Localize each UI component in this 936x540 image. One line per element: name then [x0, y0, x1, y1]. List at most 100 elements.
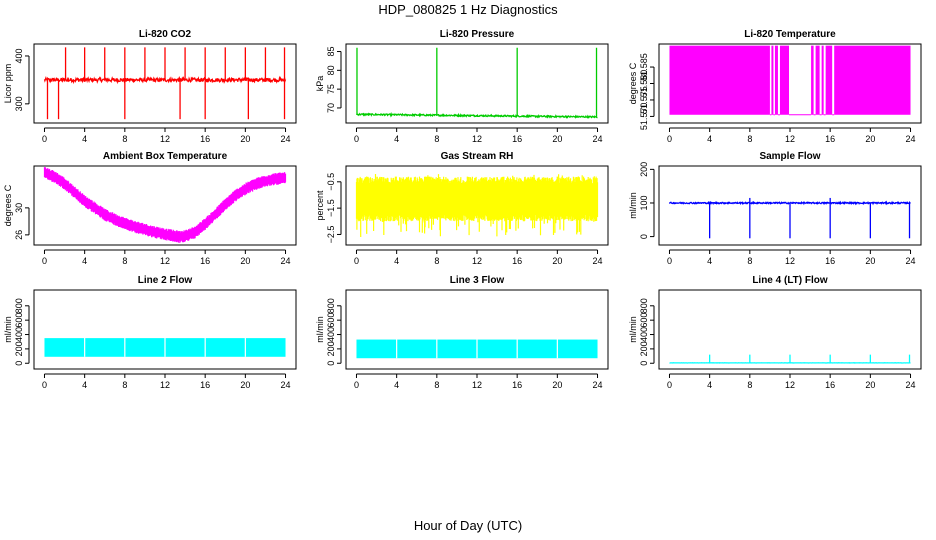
y-tick-label: 75 [326, 84, 336, 94]
plot-frame [658, 289, 922, 370]
x-tick-label: 12 [785, 134, 795, 144]
x-tick-label: 16 [200, 256, 210, 266]
x-tick-label: 8 [434, 134, 439, 144]
y-tick-label: 300 [14, 96, 24, 111]
x-tick-label: 0 [667, 380, 672, 390]
plot-frame [33, 43, 297, 124]
x-tick-label: 0 [42, 256, 47, 266]
x-tick-label: 24 [906, 380, 916, 390]
plot-frame [345, 289, 609, 370]
y-tick-label: 600 [639, 313, 649, 328]
y-tick-label: 200 [639, 341, 649, 356]
chart-temp820: Li-820 Temperature 0 4 8 12 16 20 24 51.57051.57… [628, 29, 922, 144]
chart-title: Li-820 Pressure [440, 29, 515, 40]
y-axis-label: percent [315, 190, 325, 221]
series-line [355, 111, 598, 119]
x-tick-label: 16 [512, 134, 522, 144]
series-pressure [355, 47, 598, 119]
y-tick-label: 0 [639, 234, 649, 239]
chart-line4: Line 4 (LT) Flow 0 4 8 12 16 20 24 0 200400600800… [628, 275, 922, 390]
x-tick-label: 24 [281, 256, 291, 266]
chart-rh: Gas Stream RH 0 4 8 12 16 20 24 −2.5 −1.5 −0.5perc… [315, 151, 609, 266]
x-tick-label: 20 [552, 380, 562, 390]
x-tick-label: 8 [122, 134, 127, 144]
x-tick-label: 8 [747, 134, 752, 144]
y-axis-label: degrees C [3, 184, 13, 226]
chart-sample: Sample Flow 0 4 8 12 16 20 24 0 100 200 ml/min [628, 151, 922, 266]
y-tick-label: 200 [326, 341, 336, 356]
plot-frame [33, 165, 297, 246]
y-tick-label: −1.5 [326, 199, 336, 217]
chart-title: Li-820 CO2 [139, 29, 192, 40]
x-tick-label: 24 [593, 134, 603, 144]
x-tick-label: 4 [394, 134, 399, 144]
y-axis-label: degrees C [628, 62, 638, 104]
y-tick-label: 100 [639, 195, 649, 210]
series-fill [825, 45, 833, 115]
x-tick-label: 12 [785, 256, 795, 266]
x-tick-label: 8 [434, 256, 439, 266]
y-tick-label: −2.5 [326, 226, 336, 244]
x-tick-label: 12 [160, 256, 170, 266]
x-tick-label: 20 [240, 256, 250, 266]
chart-title: Line 2 Flow [138, 275, 193, 286]
x-tick-label: 12 [160, 380, 170, 390]
x-tick-label: 12 [785, 380, 795, 390]
series-fill [669, 45, 770, 115]
series-band [43, 167, 287, 243]
series-co2 [43, 47, 287, 120]
y-tick-label: 51.575 [639, 86, 649, 114]
y-tick-label: 400 [639, 327, 649, 342]
x-tick-label: 8 [747, 256, 752, 266]
y-tick-label: 30 [14, 203, 24, 213]
series-line3 [356, 338, 598, 359]
chart-line2: Line 2 Flow 0 4 8 12 16 20 24 0 200400600800ml/mi… [3, 275, 297, 390]
series-fill [774, 45, 778, 115]
y-tick-label: 51.585 [639, 53, 649, 81]
x-tick-label: 0 [42, 380, 47, 390]
x-tick-label: 12 [160, 134, 170, 144]
x-tick-label: 20 [552, 256, 562, 266]
x-tick-label: 8 [122, 256, 127, 266]
x-tick-label: 4 [82, 134, 87, 144]
x-tick-label: 24 [593, 380, 603, 390]
y-tick-label: 51.570 [639, 103, 649, 131]
y-tick-label: 0 [326, 361, 336, 366]
x-tick-label: 0 [667, 134, 672, 144]
x-tick-label: 4 [82, 256, 87, 266]
x-tick-label: 20 [240, 134, 250, 144]
x-tick-label: 4 [707, 380, 712, 390]
x-tick-label: 4 [394, 380, 399, 390]
x-tick-label: 24 [281, 134, 291, 144]
y-tick-label: 70 [326, 103, 336, 113]
y-tick-label: 0 [14, 361, 24, 366]
series-fill [834, 45, 911, 115]
y-axis-label: kPa [315, 76, 325, 92]
y-tick-label: 600 [326, 313, 336, 328]
y-tick-label: 400 [326, 327, 336, 342]
y-tick-label: 800 [14, 298, 24, 313]
series-band [355, 174, 599, 237]
x-tick-label: 24 [281, 380, 291, 390]
x-tick-label: 20 [865, 256, 875, 266]
x-tick-label: 8 [122, 380, 127, 390]
y-tick-label: 85 [326, 47, 336, 57]
series-line4 [669, 354, 911, 364]
x-tick-label: 4 [82, 380, 87, 390]
x-tick-label: 24 [593, 256, 603, 266]
series-fill [771, 45, 774, 115]
y-tick-label: 800 [639, 298, 649, 313]
y-tick-label: 0 [639, 361, 649, 366]
plot-frame [658, 43, 922, 124]
x-tick-label: 8 [434, 380, 439, 390]
plot-frame [658, 165, 922, 246]
y-tick-label: 800 [326, 298, 336, 313]
chart-title: Line 4 (LT) Flow [752, 275, 828, 286]
y-axis-label: ml/min [3, 316, 13, 343]
plot-frame [345, 43, 609, 124]
chart-title: Line 3 Flow [450, 275, 505, 286]
series-fill [815, 45, 820, 115]
chart-line3: Line 3 Flow 0 4 8 12 16 20 24 0 200400600800ml/mi… [315, 275, 609, 390]
